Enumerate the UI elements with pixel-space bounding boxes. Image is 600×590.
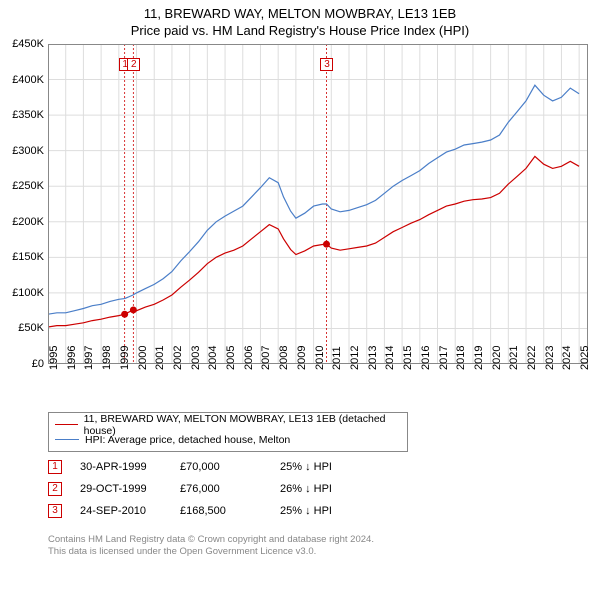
attribution-line2: This data is licensed under the Open Gov… <box>48 546 374 558</box>
x-tick-label: 2021 <box>508 346 520 370</box>
x-tick-label: 2004 <box>207 346 219 370</box>
marker-price: £70,000 <box>180 461 280 473</box>
x-tick-label: 1999 <box>119 346 131 370</box>
marker-label: 3 <box>320 58 333 71</box>
marker-date: 30-APR-1999 <box>80 461 180 473</box>
y-tick-label: £50K <box>0 322 44 334</box>
y-tick-label: £300K <box>0 145 44 157</box>
x-tick-label: 2007 <box>260 346 272 370</box>
x-tick-label: 2009 <box>296 346 308 370</box>
attribution-text: Contains HM Land Registry data © Crown c… <box>48 534 374 559</box>
x-tick-label: 2003 <box>190 346 202 370</box>
marker-diff: 25% ↓ HPI <box>280 505 380 517</box>
chart-plot-area <box>48 44 588 364</box>
legend-swatch <box>55 439 79 440</box>
x-tick-label: 1995 <box>48 346 60 370</box>
y-tick-label: £350K <box>0 109 44 121</box>
marker-date: 24-SEP-2010 <box>80 505 180 517</box>
marker-badge: 3 <box>48 504 62 518</box>
x-tick-label: 2001 <box>154 346 166 370</box>
y-tick-label: £200K <box>0 216 44 228</box>
y-tick-label: £150K <box>0 251 44 263</box>
x-tick-label: 2025 <box>579 346 591 370</box>
x-tick-label: 1998 <box>101 346 113 370</box>
marker-diff: 26% ↓ HPI <box>280 483 380 495</box>
legend-label: HPI: Average price, detached house, Melt… <box>85 434 290 446</box>
x-tick-label: 1997 <box>83 346 95 370</box>
x-tick-label: 2020 <box>491 346 503 370</box>
x-tick-label: 2017 <box>438 346 450 370</box>
x-tick-label: 2005 <box>225 346 237 370</box>
marker-table-row: 3 24-SEP-2010£168,50025% ↓ HPI <box>48 500 380 522</box>
y-tick-label: £100K <box>0 287 44 299</box>
x-tick-label: 1996 <box>66 346 78 370</box>
x-tick-label: 2022 <box>526 346 538 370</box>
marker-diff: 25% ↓ HPI <box>280 461 380 473</box>
marker-date: 29-OCT-1999 <box>80 483 180 495</box>
x-tick-label: 2006 <box>243 346 255 370</box>
x-tick-label: 2008 <box>278 346 290 370</box>
x-tick-label: 2024 <box>561 346 573 370</box>
legend-swatch <box>55 424 78 425</box>
x-tick-label: 2011 <box>331 346 343 370</box>
legend-item: 11, BREWARD WAY, MELTON MOWBRAY, LE13 1E… <box>55 417 401 432</box>
markers-table: 130-APR-1999£70,00025% ↓ HPI229-OCT-1999… <box>48 456 380 522</box>
chart-container: { "title": { "line1": "11, BREWARD WAY, … <box>0 0 600 590</box>
x-tick-label: 2012 <box>349 346 361 370</box>
x-tick-label: 2016 <box>420 346 432 370</box>
chart-title-address: 11, BREWARD WAY, MELTON MOWBRAY, LE13 1E… <box>0 6 600 21</box>
x-tick-label: 2018 <box>455 346 467 370</box>
x-tick-label: 2014 <box>384 346 396 370</box>
x-tick-label: 2015 <box>402 346 414 370</box>
marker-label: 2 <box>127 58 140 71</box>
marker-price: £168,500 <box>180 505 280 517</box>
x-tick-label: 2000 <box>137 346 149 370</box>
x-tick-label: 2002 <box>172 346 184 370</box>
x-tick-label: 2023 <box>544 346 556 370</box>
marker-table-row: 1 30-APR-1999£70,00025% ↓ HPI <box>48 456 380 478</box>
y-tick-label: £450K <box>0 38 44 50</box>
marker-badge: 2 <box>48 482 62 496</box>
chart-title-subtitle: Price paid vs. HM Land Registry's House … <box>0 23 600 38</box>
marker-table-row: 2 29-OCT-1999£76,00026% ↓ HPI <box>48 478 380 500</box>
marker-badge: 1 <box>48 460 62 474</box>
chart-title-block: 11, BREWARD WAY, MELTON MOWBRAY, LE13 1E… <box>0 0 600 40</box>
legend-box: 11, BREWARD WAY, MELTON MOWBRAY, LE13 1E… <box>48 412 408 452</box>
x-tick-label: 2019 <box>473 346 485 370</box>
y-tick-label: £400K <box>0 74 44 86</box>
marker-price: £76,000 <box>180 483 280 495</box>
attribution-line1: Contains HM Land Registry data © Crown c… <box>48 534 374 546</box>
x-tick-label: 2013 <box>367 346 379 370</box>
x-tick-label: 2010 <box>314 346 326 370</box>
y-tick-label: £0 <box>0 358 44 370</box>
y-tick-label: £250K <box>0 180 44 192</box>
